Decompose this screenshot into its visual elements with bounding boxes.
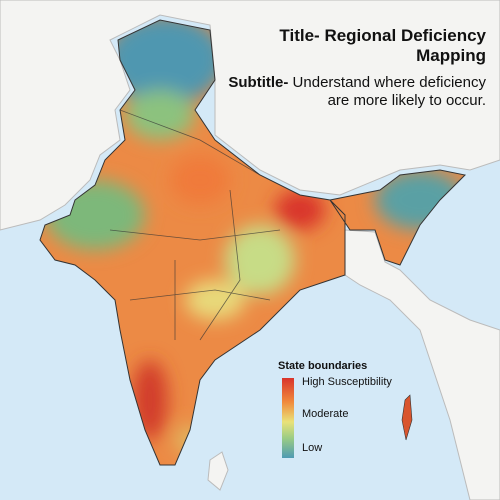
neighbor-land: [344, 229, 500, 500]
legend-title: State boundaries: [278, 360, 368, 372]
sri-lanka: [207, 451, 229, 491]
legend-gradient: [282, 378, 294, 458]
title: Title- Regional Deficiency Mapping: [279, 26, 486, 65]
header: Title- Regional Deficiency Mapping Subti…: [206, 26, 486, 110]
legend-label: High Susceptibility: [302, 376, 392, 388]
subtitle-text: Understand where deficiency are more lik…: [292, 74, 486, 109]
neighbor-land: [0, 0, 500, 231]
legend-label: Moderate: [302, 408, 349, 420]
legend: State boundaries High Susceptibility Mod…: [278, 360, 392, 458]
india-outline: [39, 19, 467, 466]
subtitle: Subtitle- Understand where deficiency ar…: [206, 74, 486, 110]
subtitle-label: Subtitle-: [228, 74, 289, 91]
islands: [401, 394, 413, 441]
legend-label: Low: [302, 442, 323, 454]
